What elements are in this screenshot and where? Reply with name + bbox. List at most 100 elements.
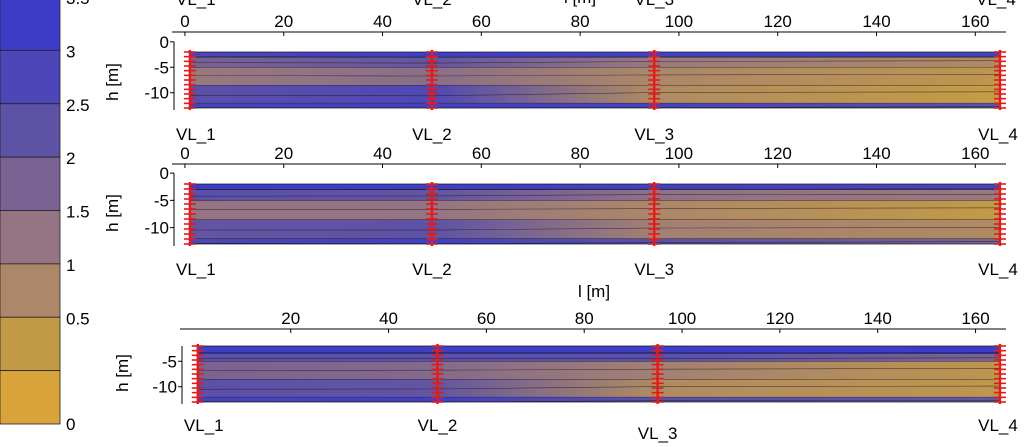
colorbar-tick-label: 2: [66, 149, 75, 168]
contour-line: [189, 241, 1001, 245]
contour-band: [197, 379, 1000, 397]
y-axis: 0 -5 -10 h [m]: [103, 164, 175, 246]
contour-line: [189, 60, 1001, 64]
well-label: VL_4: [978, 416, 1018, 435]
x-tick-label: 0: [180, 144, 189, 163]
colorbar-segment: [0, 0, 61, 51]
x-axis-label: l [m]: [578, 282, 610, 301]
x-tick-label: 100: [665, 144, 693, 163]
y-tick-label: 0: [160, 164, 169, 183]
well-label: VL_1: [176, 125, 216, 144]
colorbar-tick-label: 0.5: [66, 309, 90, 328]
contour-band: [189, 52, 1000, 58]
contour-line: [189, 91, 1001, 97]
contour-band: [197, 361, 1000, 380]
contour-band: [189, 219, 1000, 239]
contour-line: [189, 56, 1001, 58]
contour-panel-2: 0 20 40 60 80 100 120 140 160 0 -5 -10 h [m] l [m] VL_…: [103, 144, 1018, 301]
well-label: VL_3: [634, 260, 674, 279]
x-tick-label: 40: [373, 12, 392, 31]
x-axis: 0 20 40 60 80 100 120 140 160: [172, 12, 1006, 36]
x-axis: 20 40 60 80 100 120 140 160: [180, 309, 1006, 333]
x-tick-label: 20: [274, 144, 293, 163]
x-tick-label: 100: [665, 12, 693, 31]
y-axis-label: h [m]: [103, 63, 122, 101]
x-tick-label: 0: [180, 12, 189, 31]
colorbar-segment: [0, 49, 61, 105]
x-tick-label: 160: [961, 309, 989, 328]
well-label: VL_2: [412, 125, 452, 144]
x-tick-label: 140: [862, 144, 890, 163]
well-marker: VL_2: [412, 50, 452, 144]
contour-band: [189, 102, 1000, 108]
y-tick-label: -5: [154, 58, 169, 77]
panels: 0 20 40 60 80 100 120 140 160 0 -5 -10 h [m] l [m] VL_…: [103, 0, 1018, 443]
contour-line: [197, 357, 1001, 359]
y-axis-label: h [m]: [113, 354, 132, 392]
colorbar: 3.5 3 2.5 2 1.5 1 0.5 0: [0, 0, 90, 434]
well-marker: VL_1: [184, 344, 224, 435]
contour-band: [189, 184, 1000, 190]
top-well-label: VL_1: [176, 0, 216, 9]
well-marker: VL_1: [176, 50, 216, 144]
well-label: VL_4: [978, 125, 1018, 144]
colorbar-tick-label: 3.5: [66, 0, 90, 8]
colorbar-tick-label: 0: [66, 415, 75, 434]
contour-line: [189, 207, 1001, 210]
colorbar-segment: [0, 103, 61, 158]
x-tick-label: 100: [668, 309, 696, 328]
well-marker: VL_4: [978, 344, 1018, 435]
well-label: VL_3: [634, 125, 674, 144]
x-tick-label: 80: [571, 12, 590, 31]
well-marker: VL_2: [412, 182, 452, 279]
y-axis: 0 -5 -10 h [m]: [103, 33, 175, 110]
top-well-label: VL_4: [976, 0, 1016, 9]
colorbar-tick-label: 1.5: [66, 203, 90, 222]
well-marker: VL_3: [634, 50, 674, 144]
y-tick-label: -10: [144, 219, 169, 238]
x-tick-label: 120: [766, 309, 794, 328]
well-label: VL_4: [978, 260, 1018, 279]
well-label: VL_3: [638, 424, 678, 443]
well-marker: VL_2: [418, 344, 457, 435]
well-label: VL_2: [412, 260, 452, 279]
top-well-label: VL_3: [634, 0, 674, 9]
contour-band: [189, 85, 1000, 103]
y-tick-label: -10: [152, 378, 177, 397]
contour-band: [197, 396, 1000, 402]
colorbar-tick-label: 2.5: [66, 96, 90, 115]
well-label: VL_1: [184, 416, 224, 435]
y-axis-label: h [m]: [103, 194, 122, 232]
x-tick-label: 160: [961, 12, 989, 31]
contour-panel-1: 0 20 40 60 80 100 120 140 160 0 -5 -10 h [m] l [m] VL_…: [103, 0, 1018, 144]
x-tick-label: 60: [477, 309, 496, 328]
well-marker: VL_4: [978, 50, 1018, 144]
x-tick-label: 140: [862, 12, 890, 31]
colorbar-tick-label: 1: [66, 256, 75, 275]
contour-band: [189, 200, 1000, 220]
x-tick-label: 120: [764, 12, 792, 31]
colorbar-segment: [0, 263, 61, 318]
contour-band: [189, 67, 1000, 86]
x-tick-label: 80: [575, 309, 594, 328]
well-marker: VL_3: [634, 182, 674, 279]
y-axis: -5 -10 h [m]: [113, 346, 183, 404]
x-tick-label: 60: [472, 12, 491, 31]
y-tick-label: -5: [162, 352, 177, 371]
x-tick-label: 160: [961, 144, 989, 163]
contour-line: [197, 368, 1001, 371]
well-marker: VL_1: [176, 182, 216, 279]
x-axis-label: l [m]: [564, 0, 596, 7]
x-tick-label: 40: [373, 144, 392, 163]
contour-line: [189, 188, 1001, 190]
contour-line: [189, 227, 1001, 231]
contour-band: [197, 346, 1000, 354]
x-tick-label: 40: [379, 309, 398, 328]
contour-line: [189, 194, 1001, 197]
contour-panel-3: 20 40 60 80 100 120 140 160 -5 -10 h [m] VL_1 VL_2 VL…: [113, 309, 1018, 443]
x-tick-label: 20: [281, 309, 300, 328]
x-tick-label: 20: [274, 12, 293, 31]
contour-band: [189, 238, 1000, 244]
colorbar-segment: [0, 156, 61, 211]
